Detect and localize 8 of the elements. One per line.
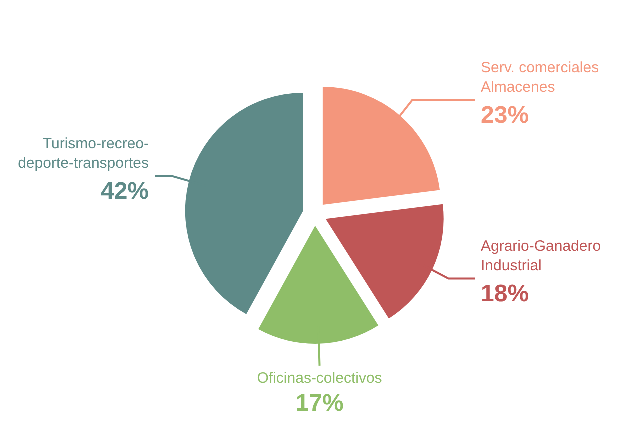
slice-label: Oficinas-colectivos <box>257 370 382 387</box>
slice-label: Agrario-Ganadero Industrial <box>481 238 602 275</box>
slice-label: Turismo-recreo- deporte-transportes <box>18 136 150 172</box>
data-label: 18% <box>481 280 530 308</box>
data-label: 42% <box>100 178 150 206</box>
slice-label: Serv. comerciales Almacenes <box>481 59 600 96</box>
data-label: 17% <box>296 390 344 417</box>
data-label: 23% <box>481 102 530 129</box>
